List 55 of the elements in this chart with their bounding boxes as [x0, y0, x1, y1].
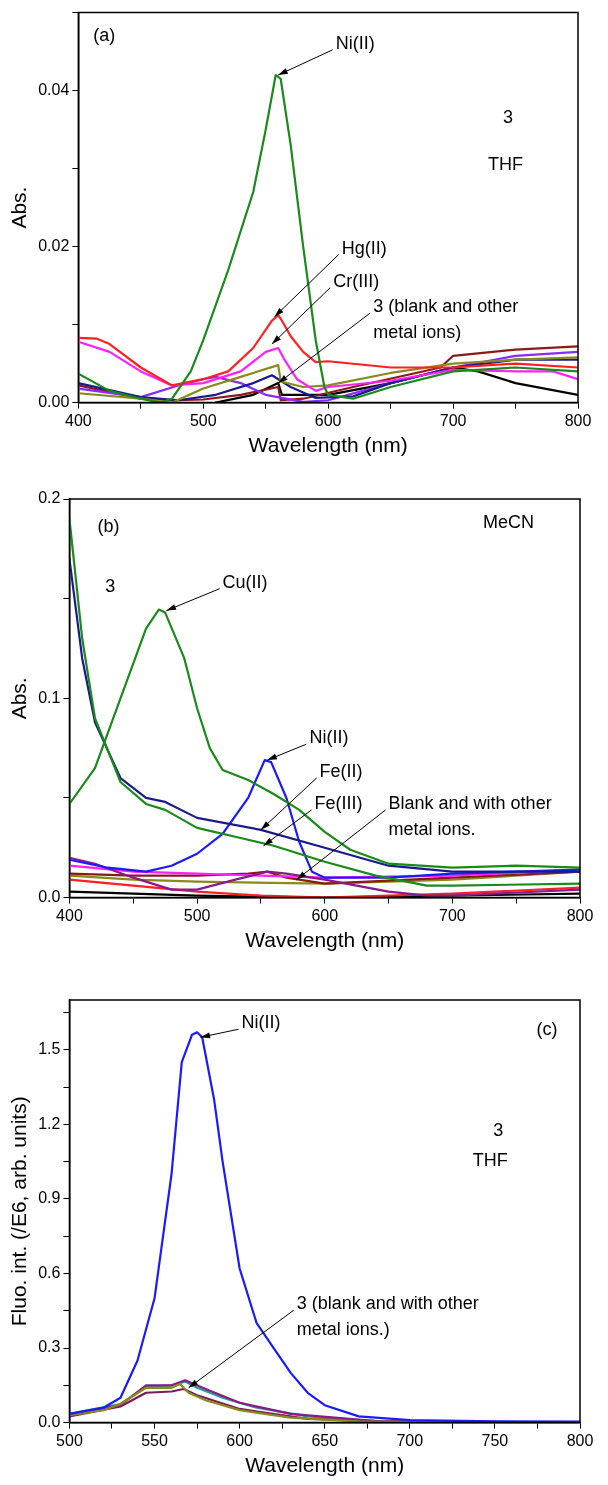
y-axis-title: Abs.	[7, 677, 31, 720]
y-tick-label: 1.5	[38, 1040, 61, 1058]
y-tick-label: 0.3	[38, 1338, 61, 1356]
x-tick-label: 500	[189, 411, 217, 429]
y-tick-label: 0.0	[38, 1413, 61, 1431]
x-tick-label: 750	[481, 1431, 509, 1449]
x-tick-label: 400	[56, 906, 83, 924]
y-tick-label: 0.0	[38, 888, 61, 906]
y-tick-label: 0.1	[38, 688, 61, 706]
x-tick-label: 700	[396, 1431, 424, 1449]
y-tick-label: 0.04	[38, 81, 70, 99]
annotation: MeCN	[482, 511, 535, 532]
x-axis-title: Wavelength (nm)	[248, 433, 408, 457]
x-tick-label: 400	[64, 411, 92, 429]
x-tick-label: 500	[183, 906, 211, 924]
x-axis-title: Wavelength (nm)	[245, 1453, 405, 1477]
y-axis-title: Abs.	[7, 186, 31, 229]
annotation: 3 (blank and with other metal ions.)	[296, 1293, 479, 1340]
x-tick-label: 550	[141, 1431, 168, 1449]
text: (c)	[536, 1018, 558, 1039]
annotation: Cr(III)	[333, 270, 380, 291]
x-tick-label: 700	[439, 411, 467, 429]
y-tick-label: 0.6	[38, 1263, 61, 1281]
annotation: Fe(III)	[314, 792, 363, 813]
text: (a)	[93, 24, 116, 45]
x-tick-label: 650	[311, 1431, 339, 1449]
x-tick-label: 600	[311, 906, 339, 924]
annotation: Ni(II)	[241, 1012, 281, 1033]
annotation: 3 (blank and other metal ions)	[373, 296, 519, 343]
y-tick-label: 0.2	[38, 489, 61, 507]
x-tick-label: 800	[564, 411, 592, 429]
annotation: 3	[503, 106, 514, 127]
annotation: Ni(II)	[335, 32, 375, 53]
annotation: 3	[493, 1119, 504, 1140]
y-axis-title: Fluo. int. (/E6, arb. units)	[7, 1096, 31, 1327]
y-tick-label: 1.2	[38, 1114, 61, 1132]
x-tick-label: 500	[56, 1431, 83, 1449]
annotation: Ni(II)	[309, 727, 349, 748]
x-tick-label: 600	[314, 411, 342, 429]
annotation: 3	[105, 575, 116, 596]
x-tick-label: 800	[566, 1431, 594, 1449]
x-tick-label: 700	[439, 906, 466, 924]
x-tick-label: 800	[566, 906, 594, 924]
annotation: THF	[472, 1149, 508, 1170]
y-tick-label: 0.9	[38, 1189, 61, 1207]
y-tick-label: 0.00	[38, 393, 70, 411]
annotation: Cu(II)	[222, 571, 268, 592]
annotation: Fe(II)	[319, 761, 363, 782]
text: (b)	[97, 515, 120, 536]
x-axis-title: Wavelength (nm)	[245, 928, 405, 952]
annotation: THF	[488, 153, 524, 174]
annotation: Hg(II)	[341, 237, 387, 258]
annotation: Blank and with other metal ions.	[388, 792, 552, 839]
x-tick-label: 600	[226, 1431, 254, 1449]
y-tick-label: 0.02	[38, 237, 70, 255]
